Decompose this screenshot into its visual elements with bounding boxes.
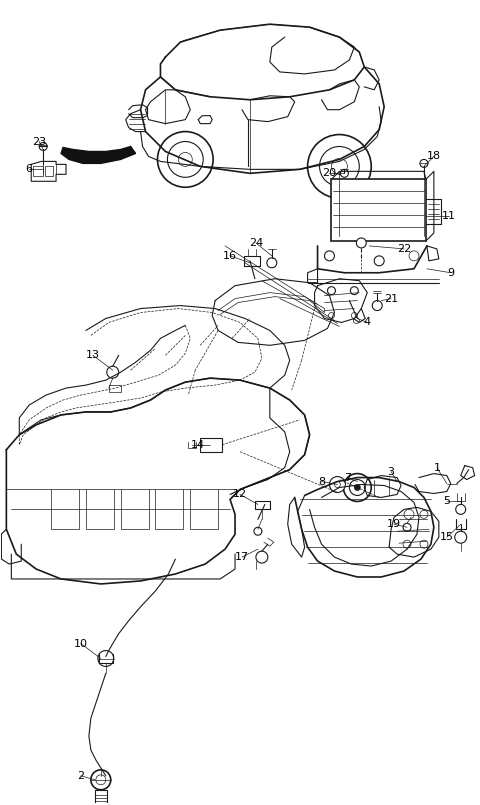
Text: 19: 19 xyxy=(387,519,401,530)
Circle shape xyxy=(168,142,203,177)
Text: 20: 20 xyxy=(323,168,336,179)
Text: 9: 9 xyxy=(447,268,455,278)
Circle shape xyxy=(403,523,411,531)
Text: 13: 13 xyxy=(86,350,100,361)
Bar xyxy=(332,180,426,241)
Circle shape xyxy=(254,527,262,535)
Text: 17: 17 xyxy=(235,552,249,562)
Circle shape xyxy=(332,159,348,175)
Circle shape xyxy=(39,142,47,151)
Text: 6: 6 xyxy=(26,164,33,175)
Bar xyxy=(200,438,222,452)
Circle shape xyxy=(340,169,348,177)
Circle shape xyxy=(455,531,467,543)
Text: 10: 10 xyxy=(74,638,88,649)
Circle shape xyxy=(91,770,111,790)
Circle shape xyxy=(324,251,335,261)
Circle shape xyxy=(420,159,428,167)
Circle shape xyxy=(353,317,360,324)
Circle shape xyxy=(157,131,213,188)
Circle shape xyxy=(403,540,411,548)
Circle shape xyxy=(256,551,268,563)
Text: 11: 11 xyxy=(442,211,456,221)
Circle shape xyxy=(179,152,192,167)
Circle shape xyxy=(420,540,428,548)
Text: 18: 18 xyxy=(427,151,441,162)
Text: 8: 8 xyxy=(318,477,325,486)
Circle shape xyxy=(374,256,384,266)
Circle shape xyxy=(329,477,346,493)
Text: 1: 1 xyxy=(433,463,440,473)
Circle shape xyxy=(343,473,371,502)
Circle shape xyxy=(335,481,340,488)
Circle shape xyxy=(320,147,360,186)
Text: 3: 3 xyxy=(388,467,395,477)
Circle shape xyxy=(107,366,119,378)
Circle shape xyxy=(98,650,114,667)
Polygon shape xyxy=(348,180,374,211)
Circle shape xyxy=(96,775,106,785)
Text: 5: 5 xyxy=(444,497,450,506)
Circle shape xyxy=(354,485,360,490)
Circle shape xyxy=(404,510,414,519)
Text: 22: 22 xyxy=(397,244,411,254)
Text: 23: 23 xyxy=(32,137,46,147)
Circle shape xyxy=(351,312,357,319)
Circle shape xyxy=(327,287,336,295)
Circle shape xyxy=(308,134,371,198)
Circle shape xyxy=(456,505,466,514)
Circle shape xyxy=(409,251,419,261)
Text: 16: 16 xyxy=(223,251,237,261)
Circle shape xyxy=(267,258,277,268)
Bar xyxy=(95,790,107,805)
Polygon shape xyxy=(61,147,136,163)
Text: 14: 14 xyxy=(191,440,205,450)
Text: 12: 12 xyxy=(233,489,247,499)
Text: 4: 4 xyxy=(364,317,371,328)
Bar xyxy=(45,167,53,176)
Circle shape xyxy=(349,480,365,495)
Text: 24: 24 xyxy=(249,238,263,248)
Circle shape xyxy=(356,238,366,248)
Circle shape xyxy=(328,312,335,319)
Text: 7: 7 xyxy=(344,473,351,482)
Circle shape xyxy=(420,510,428,518)
Text: 15: 15 xyxy=(440,532,454,543)
Circle shape xyxy=(372,300,382,311)
Bar xyxy=(33,167,43,176)
Circle shape xyxy=(350,287,358,295)
Text: 2: 2 xyxy=(77,771,84,781)
Text: 21: 21 xyxy=(384,294,398,303)
